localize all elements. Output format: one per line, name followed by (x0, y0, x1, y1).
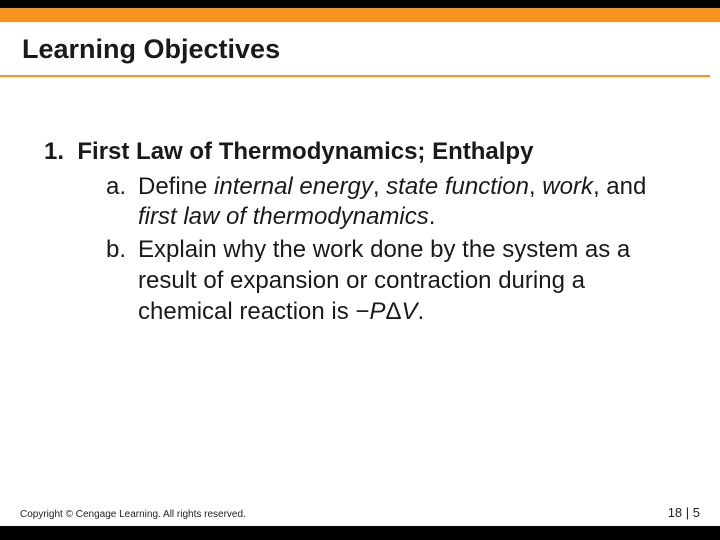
page-title: Learning Objectives (22, 34, 710, 65)
bottom-black-bar (0, 526, 720, 540)
copyright-text: Copyright © Cengage Learning. All rights… (20, 509, 246, 520)
objective-number: 1. (44, 138, 64, 165)
title-area: Learning Objectives (0, 22, 710, 77)
sub-item-letter: a. (106, 172, 138, 233)
objective-heading: 1. First Law of Thermodynamics; Enthalpy (44, 137, 676, 168)
page-number: 18 | 5 (668, 505, 700, 520)
sub-item-letter: b. (106, 235, 138, 327)
orange-accent-bar (0, 8, 720, 22)
footer: Copyright © Cengage Learning. All rights… (0, 505, 720, 540)
content-area: 1. First Law of Thermodynamics; Enthalpy… (0, 77, 720, 327)
top-black-bar (0, 0, 720, 8)
objective-sub-list: a.Define internal energy, state function… (44, 172, 676, 328)
sub-item-text: Define internal energy, state function, … (138, 172, 676, 233)
objective-title: First Law of Thermodynamics; Enthalpy (77, 138, 533, 165)
objective-sub-item: b.Explain why the work done by the syste… (106, 235, 676, 327)
objective-sub-item: a.Define internal energy, state function… (106, 172, 676, 233)
sub-item-text: Explain why the work done by the system … (138, 235, 676, 327)
